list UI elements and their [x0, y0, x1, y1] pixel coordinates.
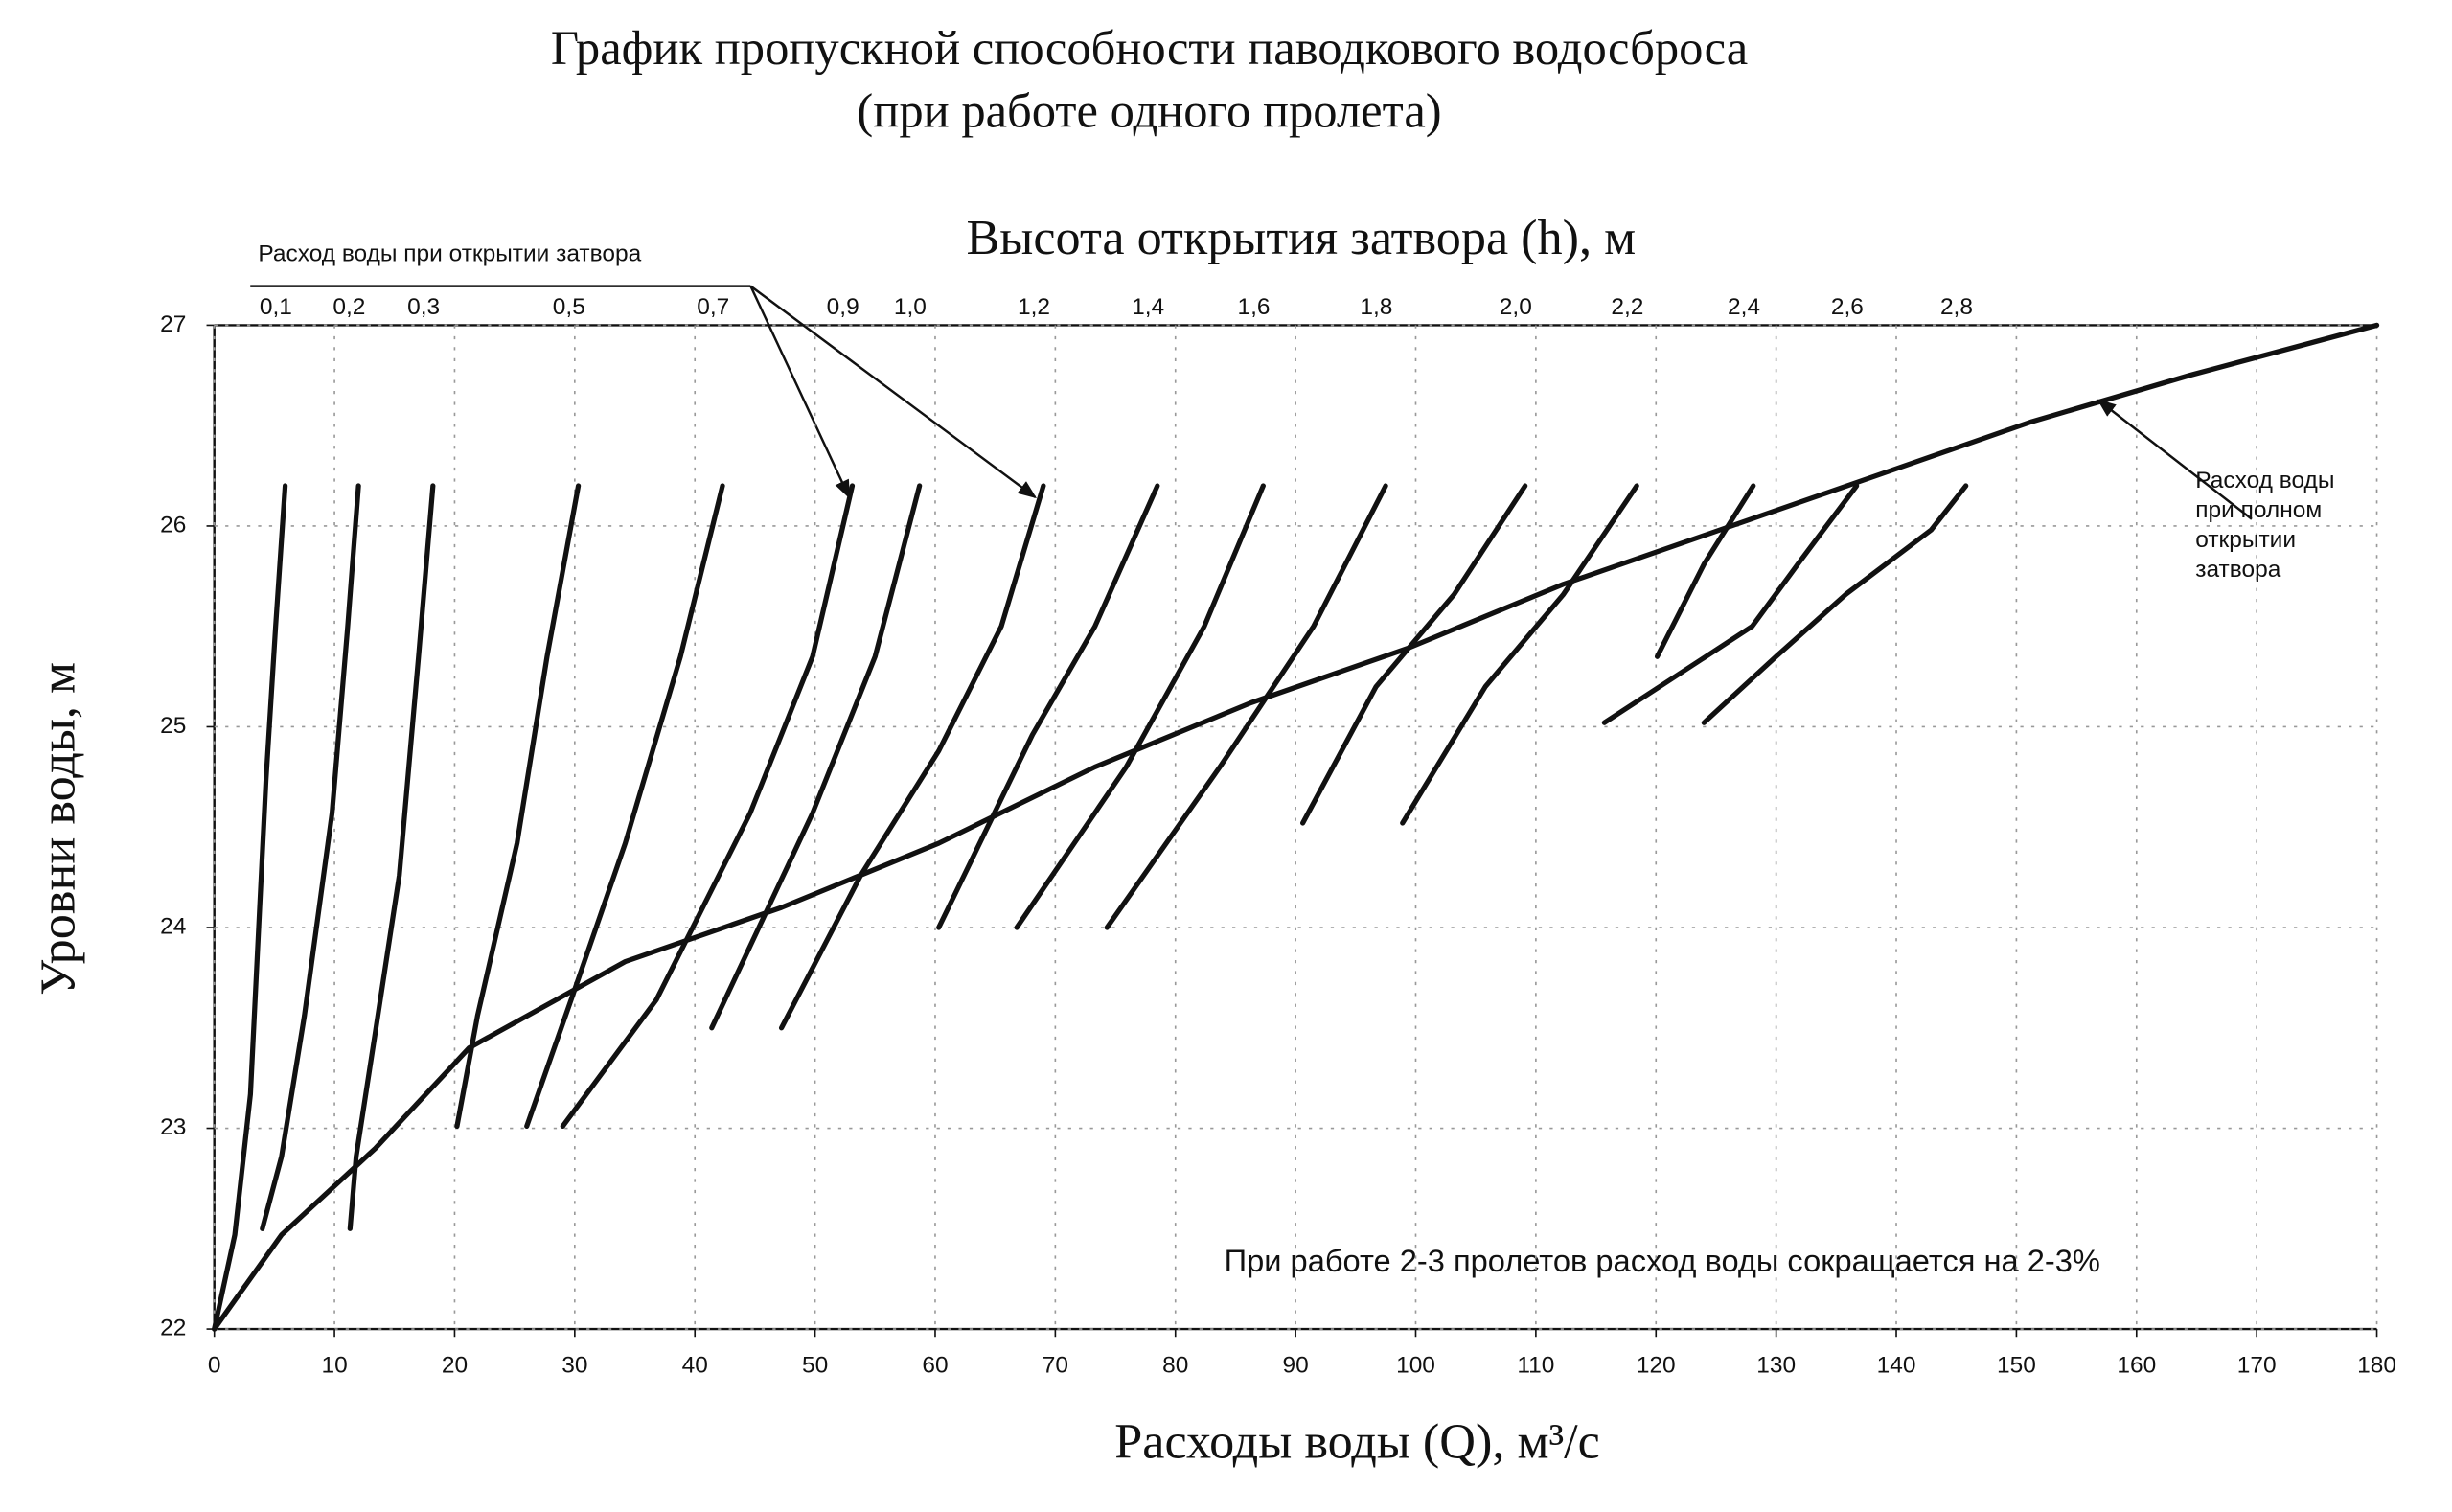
x-tick-label: 80	[1162, 1353, 1188, 1379]
series-label: 1,4	[1132, 294, 1164, 320]
x-tick-label: 60	[922, 1353, 948, 1379]
series-label: 2,8	[1940, 294, 1973, 320]
curve	[1701, 483, 1969, 725]
curve	[454, 483, 582, 1130]
curve	[212, 322, 2380, 1332]
curve	[260, 483, 361, 1231]
top-axis-title: Высота открытия затвора (h), м	[966, 210, 1636, 265]
curve	[778, 483, 1046, 1031]
annotation-arrow	[2097, 399, 2253, 520]
x-tick-label: 120	[1637, 1353, 1676, 1379]
curve	[1014, 483, 1266, 930]
series-annotation: Расход воды при полном открытии затвора	[2195, 467, 2335, 584]
curve	[212, 483, 288, 1332]
x-tick-label: 50	[802, 1353, 828, 1379]
curve	[1601, 483, 1860, 725]
chart-subtitle: (при работе одного пролета)	[857, 83, 1441, 137]
series-label: 2,2	[1611, 294, 1643, 320]
annotation-arrow	[749, 286, 851, 499]
curve	[1654, 483, 1756, 659]
x-tick-label: 180	[2357, 1353, 2396, 1379]
curve	[936, 483, 1160, 930]
x-tick-label: 160	[2117, 1353, 2156, 1379]
series-label: 0,2	[332, 294, 365, 320]
y-tick-label: 26	[160, 512, 186, 538]
y-tick-label: 22	[160, 1316, 186, 1341]
series-label: 2,0	[1500, 294, 1532, 320]
series-label: 1,8	[1360, 294, 1392, 320]
series-label: 0,5	[553, 294, 585, 320]
series-label: 1,6	[1237, 294, 1270, 320]
curve	[524, 483, 725, 1130]
series-label: 0,1	[260, 294, 292, 320]
x-tick-label: 70	[1043, 1353, 1068, 1379]
x-tick-label: 0	[208, 1353, 221, 1379]
x-tick-label: 40	[682, 1353, 708, 1379]
x-axis-label: Расходы воды (Q), м³/с	[1114, 1413, 1600, 1469]
x-tick-label: 100	[1396, 1353, 1435, 1379]
annotation-arrow	[749, 285, 1037, 499]
y-tick-label: 27	[160, 311, 186, 337]
x-tick-label: 140	[1877, 1353, 1916, 1379]
curve	[1400, 483, 1639, 826]
curve	[347, 483, 436, 1231]
y-axis-label: Уровни воды, м	[30, 662, 85, 996]
series-label: 1,2	[1018, 294, 1050, 320]
x-tick-label: 90	[1283, 1353, 1309, 1379]
x-tick-label: 110	[1517, 1353, 1554, 1379]
x-tick-label: 20	[442, 1353, 468, 1379]
x-tick-label: 30	[561, 1353, 587, 1379]
x-tick-label: 170	[2237, 1353, 2277, 1379]
y-tick-label: 24	[160, 913, 186, 939]
series-label: 2,6	[1831, 294, 1864, 320]
curve	[709, 483, 923, 1031]
curve	[560, 483, 856, 1130]
series-label: 1,0	[894, 294, 927, 320]
chart-title: График пропускной способности паводковог…	[551, 21, 1748, 75]
legend-box: Расход воды при полном открытии затвора	[2195, 467, 2335, 584]
top-annotation: Расход воды при открытии затвора	[258, 241, 641, 266]
x-tick-label: 10	[321, 1353, 347, 1379]
x-tick-label: 130	[1756, 1353, 1796, 1379]
series-label: 0,9	[827, 294, 859, 320]
series-label: 0,3	[407, 294, 440, 320]
y-tick-label: 25	[160, 713, 186, 739]
series-label: 2,4	[1728, 294, 1760, 320]
y-tick-label: 23	[160, 1114, 186, 1140]
note: При работе 2-3 пролетов расход воды сокр…	[1225, 1243, 2100, 1278]
series-label: 0,7	[697, 294, 729, 320]
x-tick-label: 150	[1997, 1353, 2036, 1379]
curve	[1300, 483, 1528, 826]
